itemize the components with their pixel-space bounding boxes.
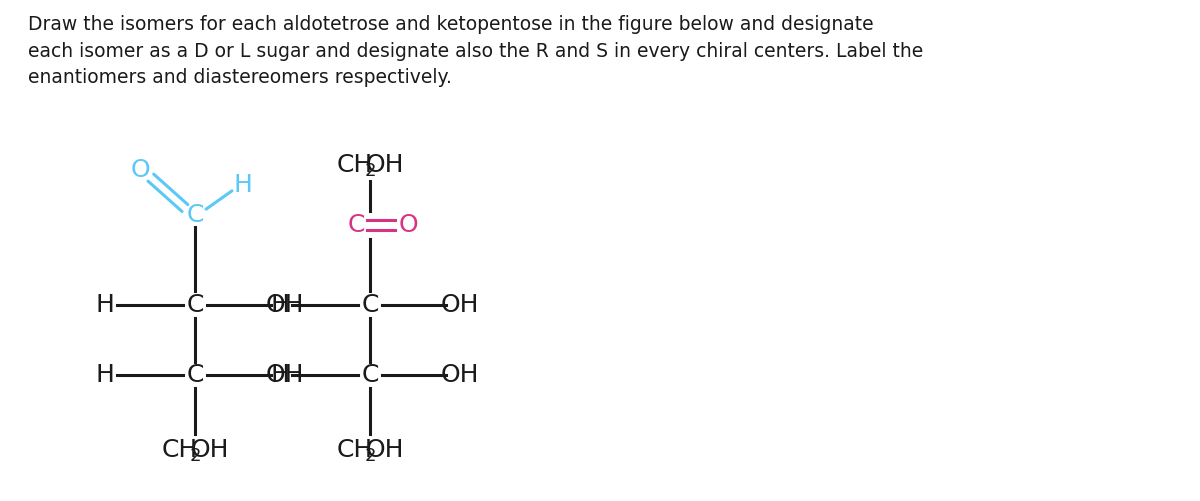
Text: C: C <box>186 203 204 227</box>
Text: H: H <box>270 293 289 317</box>
Text: H: H <box>270 363 289 387</box>
Text: O: O <box>398 213 418 237</box>
Text: 2: 2 <box>190 447 200 465</box>
Text: H: H <box>96 293 114 317</box>
Text: OH: OH <box>440 293 479 317</box>
Text: CH: CH <box>337 153 373 177</box>
Text: OH: OH <box>440 363 479 387</box>
Text: 2: 2 <box>365 447 376 465</box>
Text: C: C <box>186 293 204 317</box>
Text: H: H <box>96 363 114 387</box>
Text: CH: CH <box>337 438 373 462</box>
Text: C: C <box>347 213 365 237</box>
Text: C: C <box>361 363 379 387</box>
Text: OH: OH <box>265 293 305 317</box>
Text: CH: CH <box>162 438 198 462</box>
Text: OH: OH <box>265 363 305 387</box>
Text: OH: OH <box>366 438 404 462</box>
Text: 2: 2 <box>365 162 376 180</box>
Text: H: H <box>234 173 252 197</box>
Text: C: C <box>186 363 204 387</box>
Text: C: C <box>361 293 379 317</box>
Text: OH: OH <box>366 153 404 177</box>
Text: Draw the isomers for each aldotetrose and ketopentose in the figure below and de: Draw the isomers for each aldotetrose an… <box>28 15 923 87</box>
Text: OH: OH <box>191 438 229 462</box>
Text: O: O <box>130 158 150 182</box>
